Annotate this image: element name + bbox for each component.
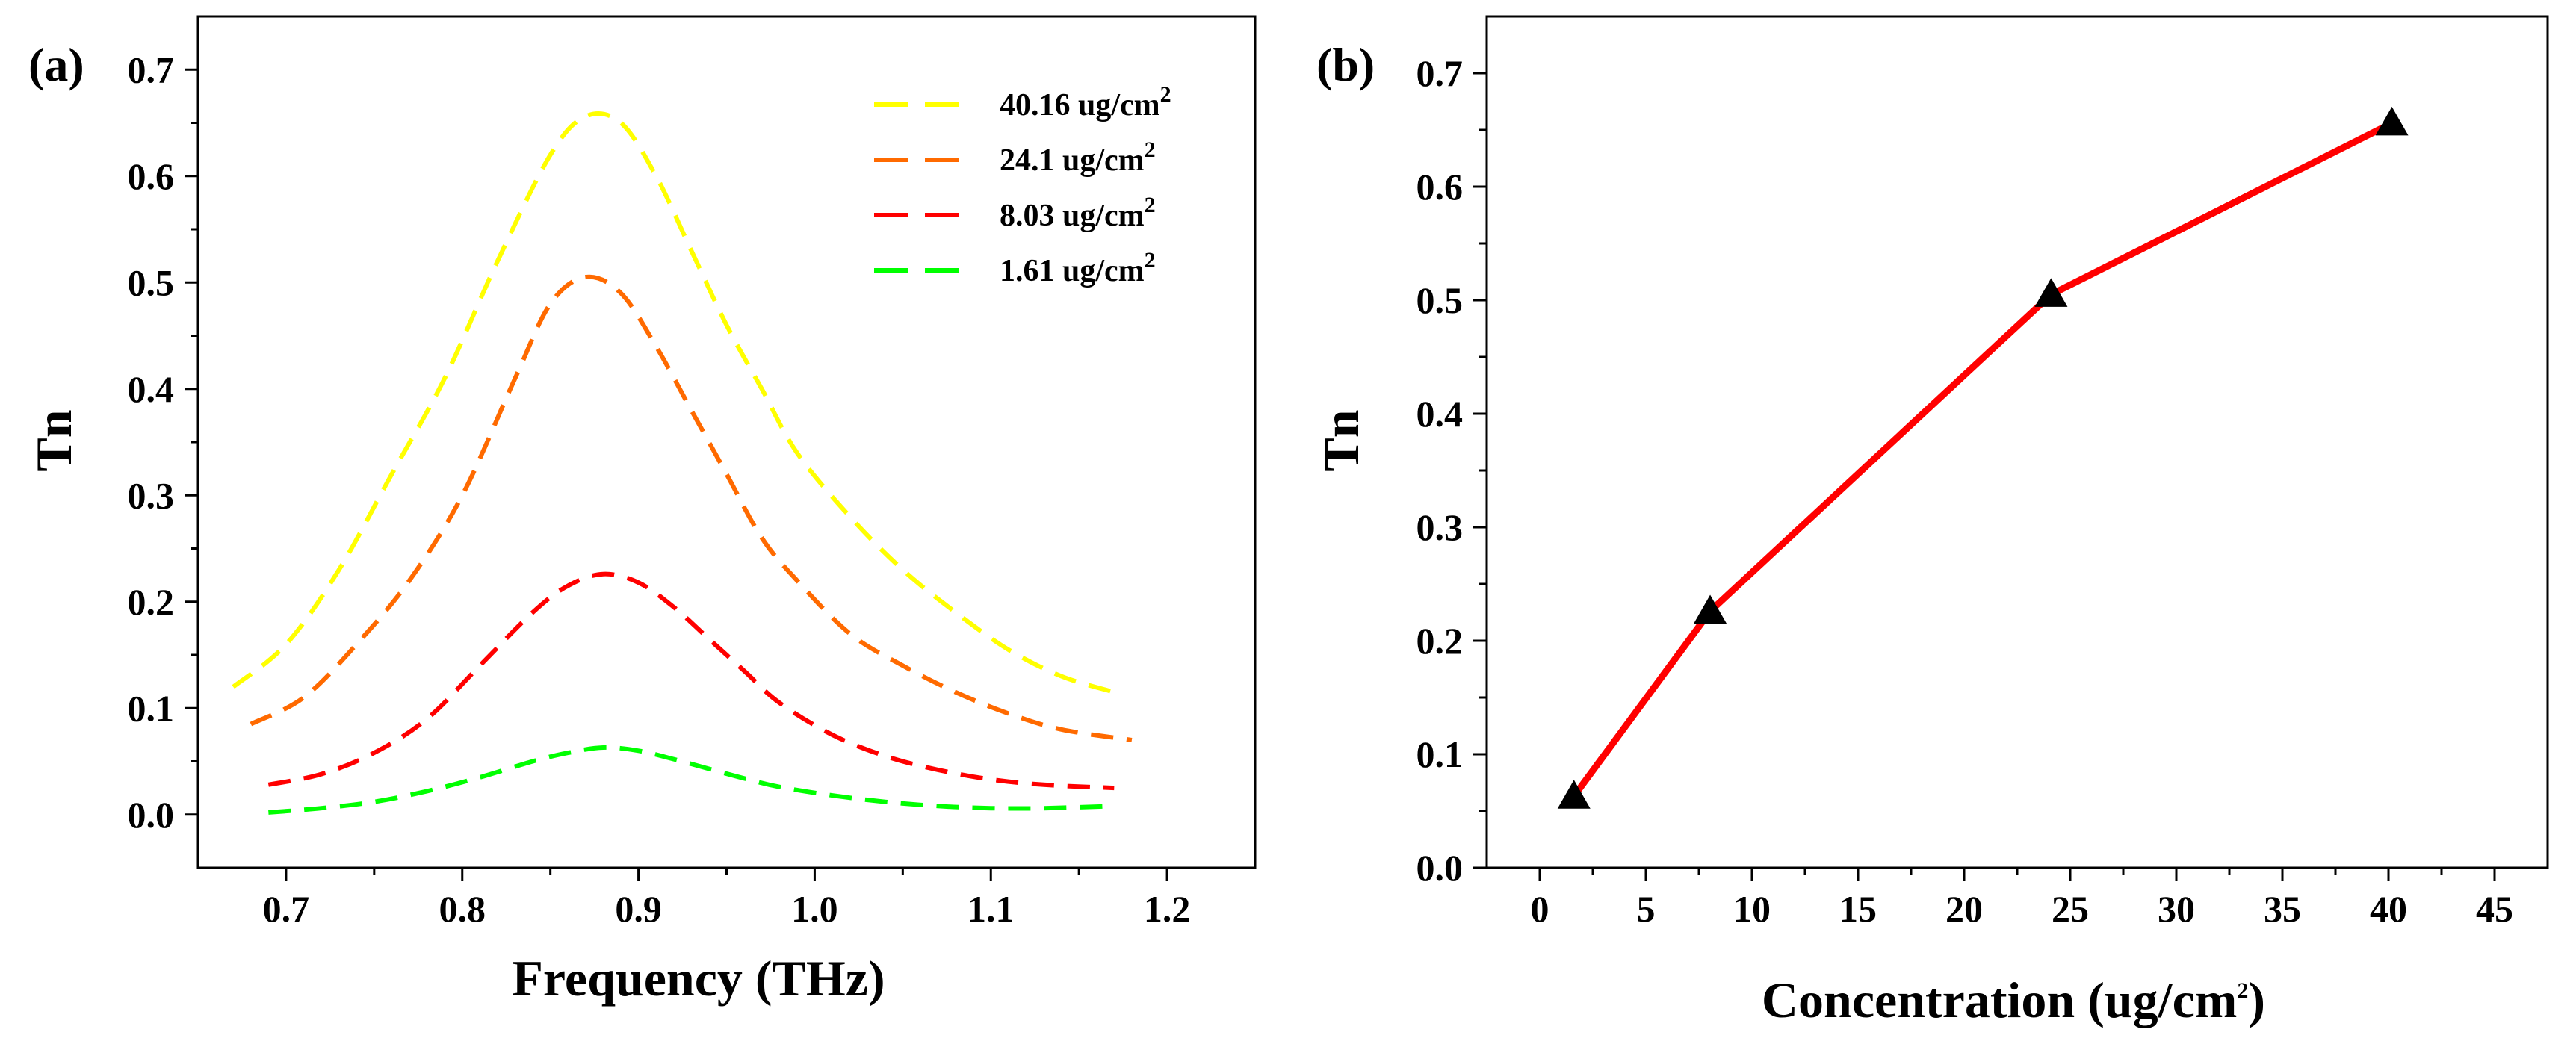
panel-a-xtick-label: 0.8 [439,888,486,930]
legend-entry: 1.61 ug/cm2 [1000,248,1156,288]
panel-a-xtick-label: 0.7 [263,888,310,930]
panel-b: (b) 0 5 10 15 20 25 30 35 40 45 0.0 0.1 0.2 0.3 0.4 0.5… [1313,15,2549,1028]
panel-b-ytick-label: 0.7 [1417,52,1464,94]
panel-a-ytick-label: 0.2 [128,581,175,623]
panel-a-ytick-label: 0.3 [128,474,175,516]
panel-b-xtick-label: 20 [1945,888,1983,930]
panel-a-xtick-label: 0.9 [615,888,662,930]
panel-b-ytick-label: 0.5 [1417,279,1464,321]
panel-b-data-point [2375,106,2409,136]
panel-b-xtick-label: 40 [2370,888,2407,930]
panel-a-ytick-label: 0.1 [128,687,175,729]
panel-b-axes: 0 5 10 15 20 25 30 35 40 45 0.0 0.1 0.2 0.3 0.4 0.5 0.6 0… [1417,52,2514,930]
legend-entry-text: 1.61 ug/cm [1000,254,1145,288]
legend-entry-sup: 2 [1145,193,1156,217]
panel-b-xtick-label: 0 [1531,888,1549,930]
legend-entry: 24.1 ug/cm2 [1000,137,1156,178]
panel-b-data-point [2034,278,2068,307]
panel-a-ytick-label: 0.5 [128,261,175,303]
panel-b-series-line [1571,119,2394,798]
panel-b-data-point [1694,594,1727,624]
panel-a-xtick-label: 1.0 [791,888,838,930]
panel-b-ytick-label: 0.0 [1417,847,1464,889]
legend-entry-text: 24.1 ug/cm [1000,143,1145,178]
panel-b-xlabel: Concentration (ug/cm2) [1762,972,2265,1028]
panel-b-plot [1557,106,2409,809]
panel-a-axes: 0.7 0.8 0.9 1.0 1.1 1.2 0.0 0.1 0.2 0.3 0.4 0.5 0.6 0… [128,49,1191,930]
panel-b-data-point [1557,780,1591,809]
panel-a-ytick-label: 0.7 [128,49,175,90]
panel-b-xtick-label: 15 [1839,888,1877,930]
panel-a-series-line [268,745,1115,815]
panel-a-ytick-label: 0.4 [128,368,175,410]
panel-a-xtick-label: 1.2 [1144,888,1191,930]
legend-entry-text: 8.03 ug/cm [1000,199,1145,233]
panel-b-xtick-label: 30 [2158,888,2195,930]
panel-a-ylabel: Tn [25,409,82,471]
panel-b-label: (b) [1316,38,1375,91]
panel-a-series-line [250,274,1133,742]
panel-b-frame [1485,15,2549,869]
panel-b-ytick-label: 0.2 [1417,620,1464,662]
panel-a-series-line [232,111,1115,695]
panel-b-ytick-label: 0.1 [1417,733,1464,775]
panel-a-plot [232,111,1133,815]
panel-b-ytick-label: 0.3 [1417,506,1464,548]
panel-a-ytick-label: 0.0 [128,794,175,836]
panel-b-xtick-label: 45 [2476,888,2513,930]
panel-a-ytick-label: 0.6 [128,155,175,197]
legend-entry-sup: 2 [1160,82,1171,107]
panel-a-label: (a) [28,38,84,91]
panel-b-xtick-label: 5 [1637,888,1656,930]
legend-entry-text: 40.16 ug/cm [1000,88,1160,122]
panel-b-ytick-label: 0.4 [1417,393,1464,435]
legend-entry-sup: 2 [1145,137,1156,162]
legend-entry: 8.03 ug/cm2 [1000,193,1156,233]
panel-a-xtick-label: 1.1 [967,888,1015,930]
legend-entry: 40.16 ug/cm2 [1000,82,1171,122]
panel-a: (a) 0.7 0.8 0.9 1.0 1.1 1.2 0.0 0.1 0.2 0.3 0.4 0.5… [25,15,1257,1007]
panel-b-xtick-label: 25 [2052,888,2089,930]
panel-a-xlabel: Frequency (THz) [512,950,885,1007]
panel-b-xtick-label: 35 [2264,888,2301,930]
panel-b-xtick-label: 10 [1733,888,1771,930]
legend-entry-sup: 2 [1145,248,1156,273]
panel-b-ylabel: Tn [1313,409,1369,471]
panel-b-ytick-label: 0.6 [1417,166,1464,208]
panel-a-series-line [267,571,1115,791]
